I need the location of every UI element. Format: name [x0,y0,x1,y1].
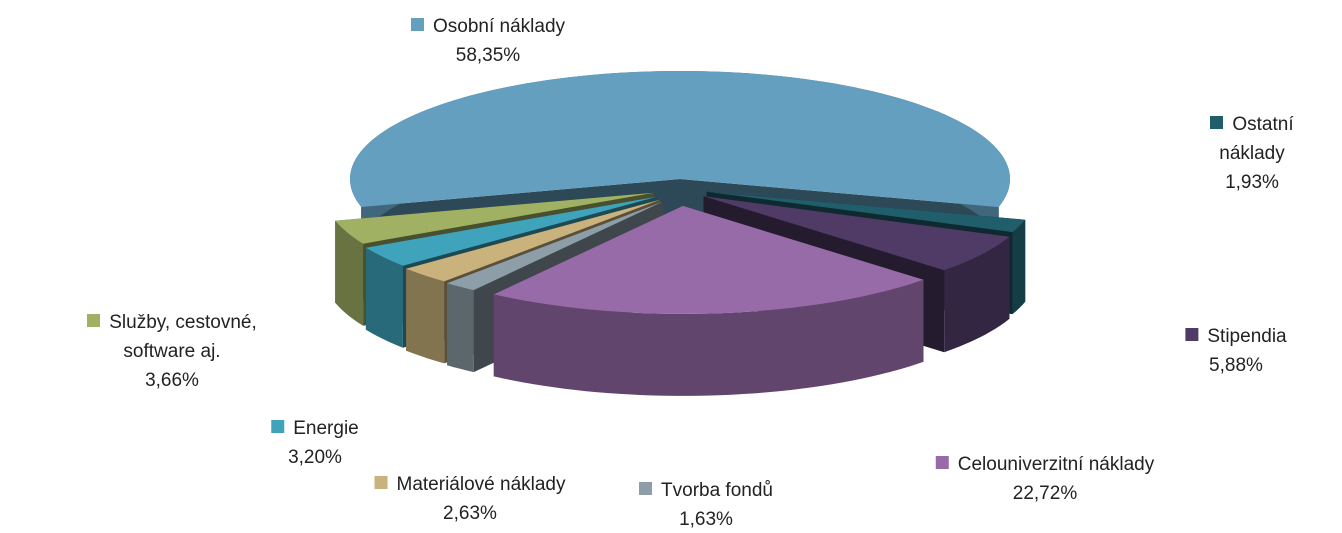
slice-wall [447,283,474,373]
slice-top [703,196,1010,271]
slice-wall [365,247,403,348]
value-label: 2,63% [443,503,497,524]
slice-top [493,205,924,314]
slice-top [406,199,660,282]
legend-swatch [639,482,653,495]
value-label: 5,88% [1209,355,1263,376]
legend-swatch [410,18,424,31]
category-name: Energie [293,418,359,439]
category-name: Celouniverzitní náklady [957,454,1155,475]
slice-wall [493,279,924,396]
slice-label: Energie 3,20% [271,414,359,472]
slice-label: Tvorba fondů 1,63% [639,476,773,533]
pie-slice [493,205,924,396]
slice-wall [944,236,1010,353]
slice-top [335,192,654,244]
category-name: Osobní náklady [432,16,566,37]
value-label: 1,93% [1225,172,1279,193]
value-label: 58,35% [455,45,521,66]
slice-wall [1012,219,1026,315]
category-name: Služby, cestovné, software aj. [109,312,257,362]
slice-label: Materiálové náklady 2,63% [374,470,566,528]
legend-swatch [87,314,101,327]
category-name: Tvorba fondů [661,480,773,501]
slice-wall [335,220,364,326]
legend-swatch [935,456,949,469]
legend-swatch [1185,328,1199,341]
slice-top [706,191,1026,233]
value-label: 3,20% [288,447,342,468]
slice-top [447,201,663,291]
slice-label: Stipendia 5,88% [1185,322,1287,380]
value-label: 3,66% [145,370,199,391]
slice-top [365,196,657,266]
slice-top [350,71,1010,208]
slice-label: Celouniverzitní náklady 22,72% [935,450,1155,508]
value-label: 1,63% [679,509,733,530]
slice-wall [406,268,445,364]
slice-label: Osobní náklady 58,35% [410,12,566,70]
value-label: 22,72% [1012,483,1078,504]
category-name: Materiálové náklady [396,474,566,495]
legend-swatch [374,476,388,489]
legend-swatch [1210,116,1224,129]
slice-label: Služby, cestovné, software aj. 3,66% [67,308,277,395]
slice-label: Ostatní náklady 1,93% [1207,110,1297,197]
category-name: Stipendia [1207,326,1287,347]
category-name: Ostatní náklady [1219,114,1294,164]
legend-swatch [271,420,285,433]
